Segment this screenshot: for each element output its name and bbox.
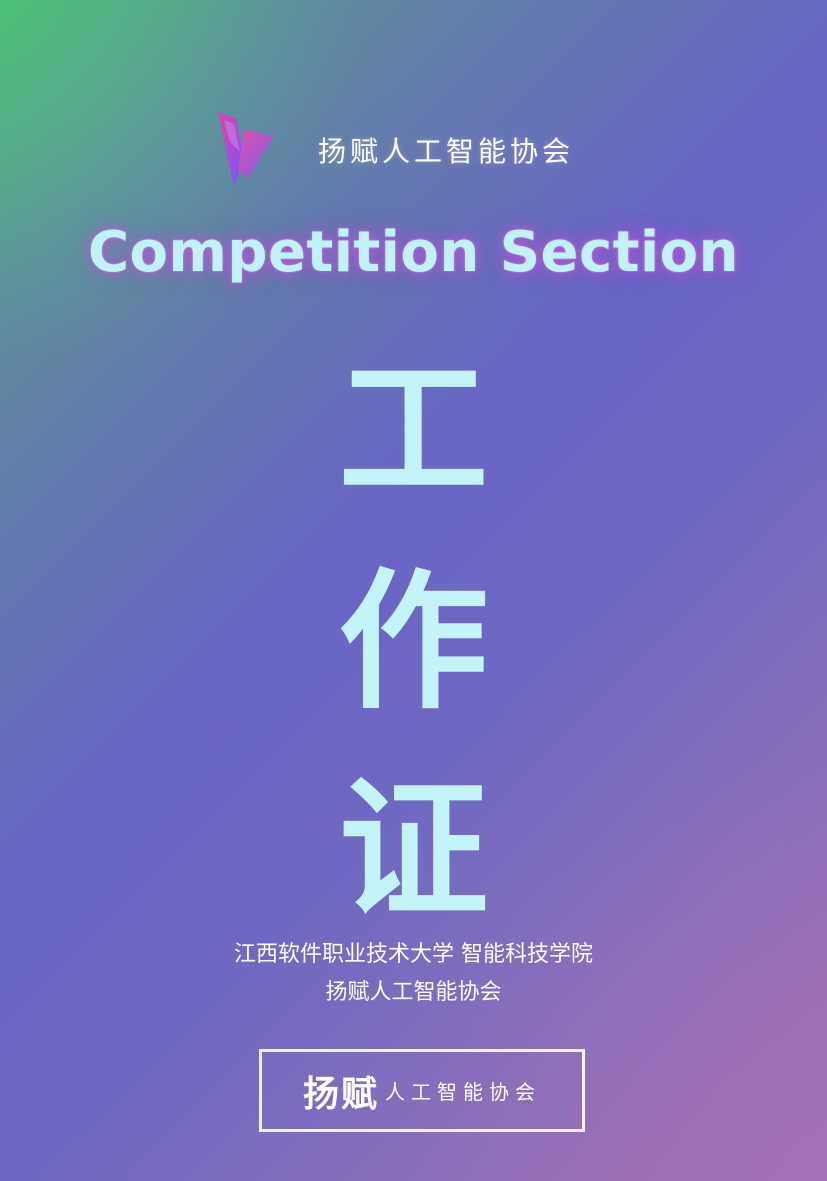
- y-logo-icon: [214, 108, 278, 188]
- badge-sub: 人工智能协会: [385, 1080, 541, 1104]
- header: 扬赋人工智能协会: [0, 96, 827, 196]
- org-line-college: 江西软件职业技术大学 智能科技学院: [234, 942, 593, 967]
- title-char-zheng: 证: [338, 762, 489, 938]
- title-char-gong: 工: [338, 342, 489, 518]
- badge: 扬赋 人工智能协会: [259, 1049, 585, 1132]
- org-line-association: 扬赋人工智能协会: [325, 980, 502, 1005]
- org-name-top: 扬赋人工智能协会: [318, 135, 575, 168]
- badge-brand: 扬赋: [302, 1072, 379, 1115]
- org-lines: 江西软件职业技术大学 智能科技学院 扬赋人工智能协会: [0, 936, 827, 1012]
- title-char-zuo: 作: [338, 554, 489, 730]
- section-title: Competition Section: [87, 220, 740, 285]
